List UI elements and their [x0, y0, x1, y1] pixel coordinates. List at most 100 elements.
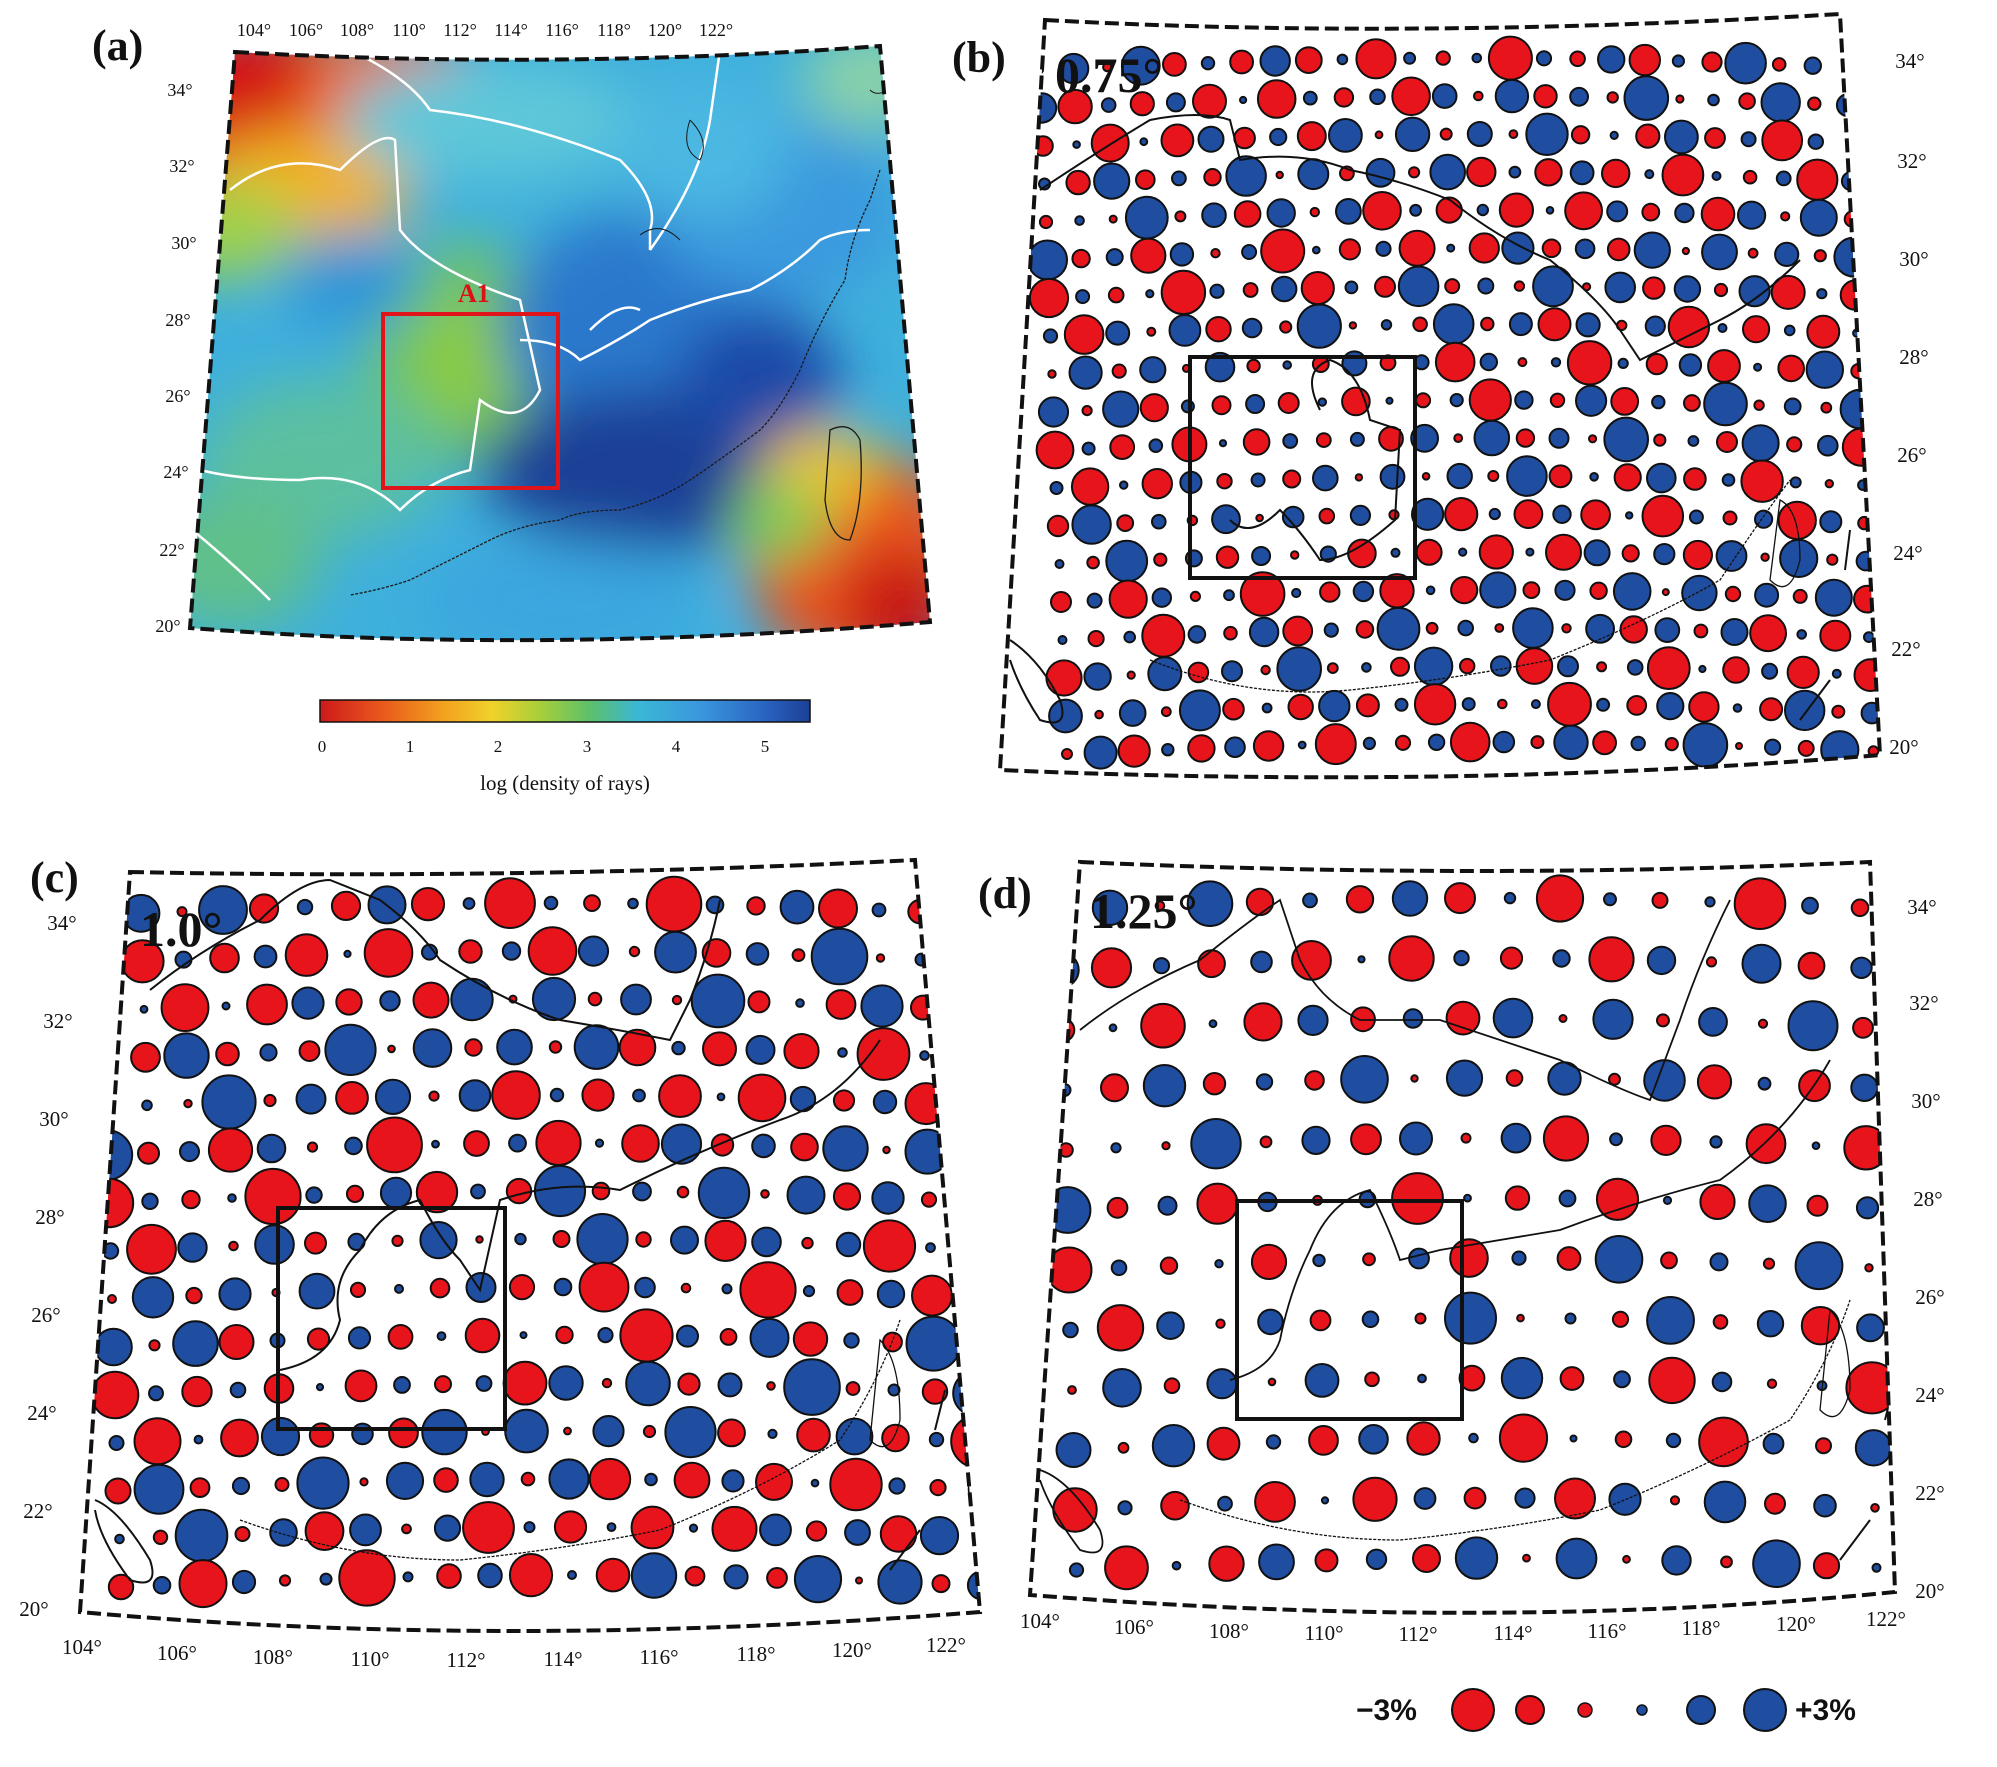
anomaly-circle-positive	[1081, 441, 1096, 456]
anomaly-circle-positive	[1100, 97, 1117, 113]
anomaly-circle-negative	[1102, 62, 1113, 73]
anomaly-circle-positive	[1878, 140, 1880, 149]
panel-d-lon-ticks: 104° 106° 108° 110° 112° 114° 116° 118° …	[1020, 1607, 1906, 1646]
anomaly-circle-negative	[366, 1116, 423, 1174]
anomaly-circle-positive	[1557, 655, 1579, 678]
anomaly-circle-negative	[1222, 697, 1245, 721]
anomaly-circle-positive	[1139, 356, 1167, 384]
anomaly-circle-negative	[1517, 357, 1528, 368]
anomaly-circle-positive	[172, 1320, 219, 1367]
anomaly-circle-negative	[475, 1235, 484, 1244]
anomaly-circle-positive	[1674, 202, 1695, 224]
anomaly-circle-positive	[594, 1138, 605, 1148]
anomaly-circle-negative	[832, 1182, 862, 1211]
anomaly-circle-positive	[950, 1181, 980, 1222]
anomaly-circle-positive	[1108, 1023, 1118, 1033]
anomaly-circle-negative	[1667, 305, 1711, 349]
anomaly-circle-negative	[1243, 1002, 1283, 1042]
anomaly-circle-positive	[412, 1028, 453, 1068]
anomaly-circle-positive	[1105, 248, 1124, 267]
anomaly-circle-positive	[385, 1461, 425, 1501]
anomaly-circle-positive	[721, 1469, 745, 1493]
anomaly-circle-positive	[324, 1023, 377, 1077]
anomaly-circle-negative	[1415, 538, 1443, 566]
anomaly-circle-negative	[1345, 885, 1375, 914]
anomaly-circle-negative	[1435, 50, 1451, 66]
anomaly-circle-positive	[1805, 350, 1845, 389]
anomaly-circle-negative	[1087, 630, 1105, 648]
anomaly-circle-negative	[583, 894, 601, 912]
anomaly-circle-negative	[1533, 84, 1558, 109]
anomaly-circle-positive	[1217, 1495, 1233, 1512]
legend-circle-minus-1	[1577, 1702, 1593, 1718]
anomaly-circle-positive	[1431, 83, 1458, 109]
anomaly-circle-negative	[1757, 1018, 1769, 1029]
anomaly-circle-positive	[269, 1518, 298, 1547]
anomaly-circle-positive	[717, 1372, 743, 1398]
anomaly-circle-positive	[1555, 1537, 1598, 1580]
anomaly-circle-positive	[1879, 506, 1880, 544]
anomaly-circle-negative	[1444, 882, 1476, 915]
lon-tick: 116°	[1587, 1619, 1626, 1643]
anomaly-circle-negative	[1050, 591, 1072, 613]
anomaly-circle-negative	[215, 1041, 240, 1067]
anomaly-circle-positive	[1558, 1189, 1577, 1208]
panel-d-region-box	[1235, 1199, 1464, 1421]
anomaly-circle-positive	[1171, 1560, 1182, 1571]
anomaly-circle-negative	[1749, 614, 1787, 653]
anomaly-circle-positive	[470, 1183, 486, 1200]
anomaly-circle-negative	[829, 1457, 883, 1512]
anomaly-circle-positive	[1814, 578, 1853, 617]
anomaly-circle-positive	[1889, 661, 1920, 692]
anomaly-circle-negative	[587, 991, 603, 1007]
anomaly-circle-negative	[1556, 1246, 1582, 1271]
anomaly-circle-positive	[1508, 312, 1533, 337]
anomaly-circle-positive	[705, 895, 725, 915]
anomaly-circle-negative	[1314, 1548, 1339, 1573]
anomaly-circle-positive	[548, 1365, 584, 1401]
anomaly-circle-negative	[1704, 127, 1726, 149]
anomaly-circle-negative	[1111, 363, 1127, 379]
anomaly-circle-negative	[505, 1177, 533, 1205]
anomaly-circle-negative	[1038, 214, 1054, 230]
anomaly-circle-positive	[627, 897, 639, 910]
lat-tick: 20°	[155, 616, 180, 636]
anomaly-circle-negative	[1326, 662, 1339, 674]
anomaly-circle-positive	[1608, 1482, 1642, 1516]
anomaly-circle-negative	[628, 945, 641, 958]
anomaly-circle-positive	[1165, 92, 1186, 113]
anomaly-circle-positive	[721, 1283, 733, 1295]
anomaly-circle-negative	[1412, 1544, 1441, 1573]
anomaly-circle-positive	[1214, 1259, 1224, 1269]
anomaly-circle-positive	[1603, 416, 1649, 463]
anomaly-circle-positive	[1269, 127, 1288, 147]
anomaly-circle-positive	[1854, 1429, 1893, 1467]
anomaly-circle-negative	[160, 983, 210, 1032]
lat-tick: 30°	[39, 1107, 68, 1131]
anomaly-circle-positive	[1257, 1308, 1284, 1336]
anomaly-circle-positive	[1403, 51, 1417, 65]
anomaly-circle-positive	[1761, 662, 1779, 680]
anomaly-circle-positive	[644, 1472, 658, 1487]
anomaly-circle-positive	[1296, 303, 1342, 349]
anomaly-circle-negative	[673, 1461, 711, 1499]
anomaly-circle-positive	[1093, 162, 1131, 200]
anomaly-circle-positive	[751, 1133, 776, 1159]
anomaly-circle-positive	[1552, 504, 1572, 524]
panel-a-density-map	[190, 46, 930, 641]
anomaly-circle-negative	[1682, 539, 1714, 571]
anomaly-circle-positive	[1506, 455, 1548, 497]
anomaly-circle-negative	[1106, 1196, 1129, 1219]
lat-tick: 32°	[43, 1009, 72, 1033]
anomaly-circle-negative	[1319, 581, 1341, 603]
anomaly-circle-negative	[1698, 1416, 1749, 1468]
anomaly-circle-negative	[1203, 168, 1222, 187]
anomaly-circle-negative	[792, 1321, 829, 1357]
anomaly-circle-positive	[1665, 1432, 1682, 1449]
anomaly-circle-negative	[1414, 1312, 1427, 1325]
anomaly-circle-positive	[1514, 390, 1534, 410]
anomaly-circle-negative	[1548, 464, 1573, 489]
anomaly-circle-positive	[1349, 504, 1372, 527]
anomaly-circle-negative	[796, 1417, 831, 1453]
anomaly-circle-negative	[1614, 1430, 1633, 1449]
